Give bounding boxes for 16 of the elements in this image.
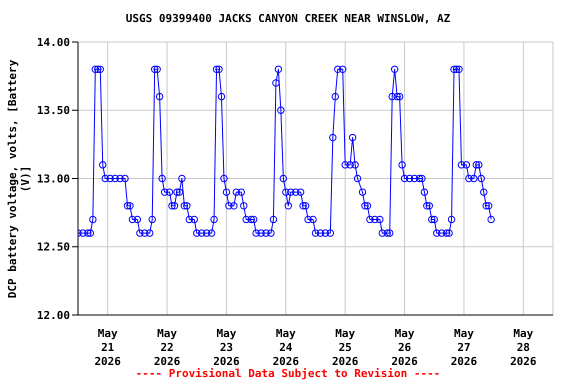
y-tick-label: 12.50 — [36, 240, 70, 254]
y-axis-title: DCP battery voltage, volts, [Battery (V)] — [0, 42, 36, 316]
y-tick-label: 13.50 — [36, 104, 70, 118]
x-tick-label: May 23 2026 — [213, 327, 240, 368]
x-tick-label: May 28 2026 — [510, 327, 537, 368]
x-tick-label: May 25 2026 — [332, 327, 359, 368]
y-tick-label: 14.00 — [36, 36, 70, 49]
x-tick-label: May 24 2026 — [272, 327, 300, 368]
x-tick-label: May 22 2026 — [154, 327, 181, 368]
y-tick-label: 12.00 — [36, 308, 70, 322]
y-tick-label: 13.00 — [36, 172, 70, 186]
x-tick-label: May 27 2026 — [450, 327, 478, 368]
x-tick-label: May 26 2026 — [391, 327, 418, 368]
text: ---- Provisional Data Subject to Revision ---- — [134, 367, 442, 380]
chart-title: USGS 09399400 JACKS CANYON CREEK NEAR WINSLOW, AZ — [124, 12, 452, 25]
x-tick-label: May 21 2026 — [94, 327, 122, 368]
